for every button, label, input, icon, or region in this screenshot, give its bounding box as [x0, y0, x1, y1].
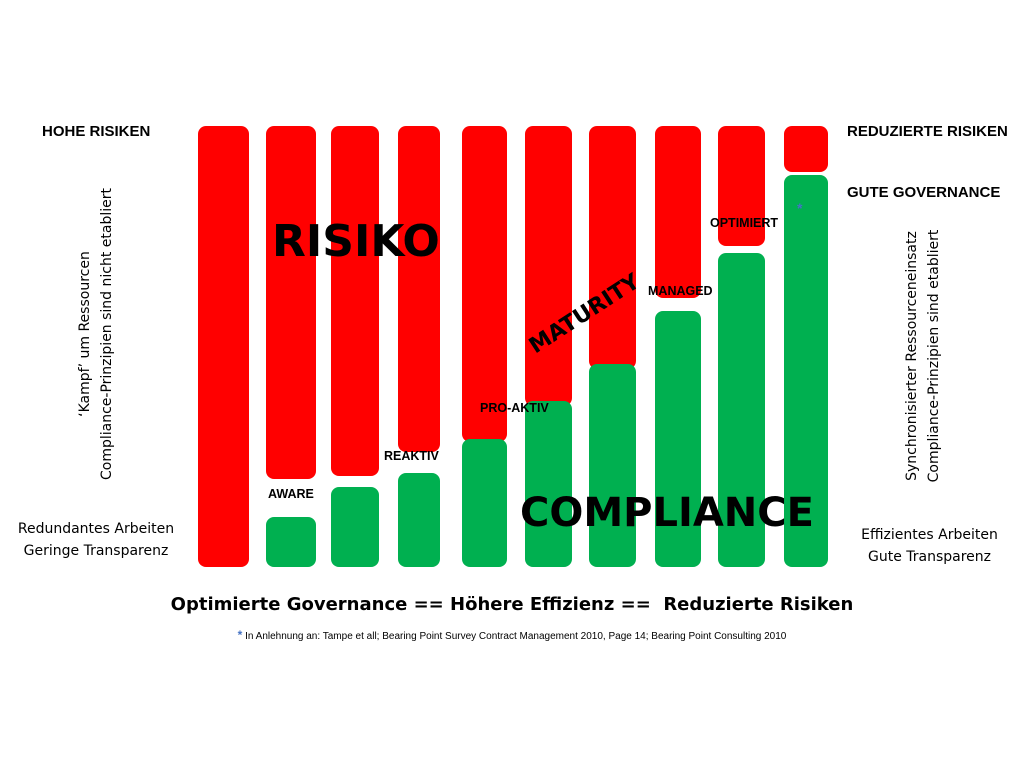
compliance-label: COMPLIANCE — [520, 490, 814, 536]
risk-segment — [784, 126, 828, 172]
risk-segment — [398, 126, 440, 452]
risk-segment — [266, 126, 316, 479]
stage-optimiert: OPTIMIERT — [710, 216, 779, 230]
stage-managed: MANAGED — [648, 284, 713, 298]
column-10 — [784, 126, 828, 567]
star-icon: * — [797, 200, 803, 216]
footer-source: * In Anlehnung an: Tampe et all; Bearing… — [0, 628, 1024, 642]
compliance-segment — [462, 439, 507, 567]
column-8 — [655, 126, 701, 567]
column-7 — [589, 126, 636, 567]
reduced-risk-label: REDUZIERTE RISIKEN — [847, 123, 1008, 140]
risk-segment — [589, 126, 636, 369]
risk-segment — [198, 126, 249, 567]
compliance-segment — [718, 253, 765, 567]
risk-label: RISIKO — [272, 216, 440, 267]
column-3 — [331, 126, 379, 567]
risk-segment — [462, 126, 507, 442]
compliance-segment — [525, 401, 572, 567]
column-9 — [718, 126, 765, 567]
column-4 — [398, 126, 440, 567]
footnote-star-icon: * — [237, 628, 243, 642]
left-vertical-text: ‘Kampf’ um Ressourcen Compliance-Prinzip… — [74, 174, 118, 494]
left-bottom-line1: Redundantes Arbeiten — [17, 521, 175, 537]
stage-pro-aktiv: PRO-AKTIV — [480, 401, 549, 415]
column-6 — [525, 126, 572, 567]
compliance-segment — [331, 487, 379, 567]
compliance-segment — [589, 364, 636, 567]
right-vertical-line2: Compliance-Prinzipien sind etabliert — [926, 229, 942, 483]
left-bottom-line2: Geringe Transparenz — [23, 543, 169, 559]
compliance-segment — [266, 517, 316, 567]
right-bottom-text: Effizientes Arbeiten Gute Transparenz — [842, 524, 1017, 568]
right-vertical-line1: Synchronisierter Ressourceneinsatz — [904, 231, 920, 481]
left-vertical-line1: ‘Kampf’ um Ressourcen — [77, 251, 93, 417]
left-vertical-line2: Compliance-Prinzipien sind nicht etablie… — [99, 188, 115, 480]
risk-segment — [655, 126, 701, 298]
risk-segment — [525, 126, 572, 406]
left-bottom-text: Redundantes Arbeiten Geringe Transparenz — [6, 518, 186, 562]
risk-segment — [331, 126, 379, 476]
good-governance-label: GUTE GOVERNANCE — [847, 184, 1001, 201]
footer-source-text: In Anlehnung an: Tampe et all; Bearing P… — [245, 631, 787, 642]
right-vertical-text: Synchronisierter Ressourceneinsatz Compl… — [901, 196, 945, 516]
stage-reaktiv: REAKTIV — [384, 449, 439, 463]
right-bottom-line2: Gute Transparenz — [867, 549, 992, 565]
footer-headline: Optimierte Governance == Höhere Effizien… — [170, 594, 854, 615]
right-bottom-line1: Effizientes Arbeiten — [861, 527, 998, 543]
stage-aware: AWARE — [268, 487, 314, 501]
risk-segment — [718, 126, 765, 246]
compliance-segment — [784, 175, 828, 567]
compliance-segment — [655, 311, 701, 567]
high-risk-label: HOHE RISIKEN — [42, 123, 151, 140]
compliance-segment — [398, 473, 440, 567]
column-2 — [266, 126, 316, 567]
column-5 — [462, 126, 507, 567]
column-1 — [198, 126, 249, 567]
